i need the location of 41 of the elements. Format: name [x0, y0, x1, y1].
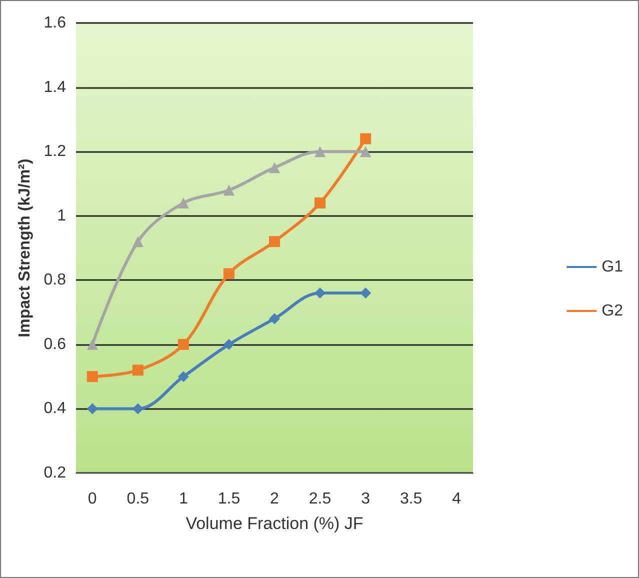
point — [269, 313, 280, 324]
point — [223, 268, 234, 280]
point — [223, 184, 234, 196]
x-tick-label: 1.5 — [218, 490, 240, 508]
x-tick-label: 0 — [88, 490, 97, 508]
x-tick-label: 4 — [452, 490, 462, 508]
point — [86, 403, 98, 414]
legend-label: G1 — [602, 258, 624, 276]
point — [269, 162, 280, 174]
x-tick-label: 0.5 — [126, 490, 150, 508]
x-tick-label: 2 — [270, 490, 280, 508]
y-tick-label: 1.2 — [44, 143, 66, 160]
point — [178, 371, 189, 382]
point — [132, 403, 144, 414]
x-tick-label: 1 — [178, 490, 188, 508]
point — [132, 236, 144, 248]
y-axis-title: Impact Strength (kJ/m²) — [16, 158, 34, 338]
point — [178, 338, 189, 350]
point — [223, 338, 234, 350]
point — [360, 133, 372, 144]
y-tick-label: 0.8 — [44, 272, 66, 289]
point — [132, 364, 144, 376]
y-tick-label: 0.6 — [44, 336, 66, 353]
point — [86, 371, 98, 382]
y-tick-label: 0.4 — [44, 400, 66, 418]
point — [314, 198, 326, 208]
point — [314, 146, 326, 158]
point — [269, 236, 280, 248]
point — [86, 338, 98, 350]
legend-label: G2 — [602, 302, 624, 320]
y-tick-label: 0.2 — [44, 464, 66, 482]
y-tick-label: 1.6 — [44, 14, 66, 32]
point — [360, 288, 372, 298]
y-tick-label: 1 — [57, 207, 66, 224]
x-tick-label: 2.5 — [308, 490, 332, 508]
x-axis-title: Volume Fraction (%) JF — [186, 514, 364, 533]
x-tick-label: 3 — [361, 490, 370, 508]
point — [178, 198, 189, 208]
x-tick-label: 3.5 — [400, 490, 422, 508]
point — [360, 146, 372, 158]
y-tick-label: 1.4 — [44, 78, 66, 96]
